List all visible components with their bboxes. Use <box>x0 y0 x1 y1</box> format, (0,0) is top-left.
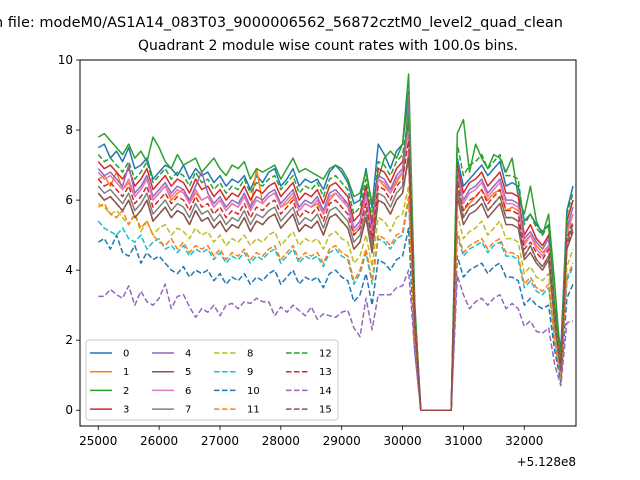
y-tick-label-10: 10 <box>58 53 73 67</box>
y-tick-label-8: 8 <box>65 123 73 137</box>
legend-label-4: 4 <box>185 349 191 360</box>
legend-label-14: 14 <box>319 386 332 397</box>
series-line-3 <box>97 122 574 411</box>
series-line-14 <box>98 269 574 411</box>
legend-label-2: 2 <box>123 386 129 397</box>
legend-label-8: 8 <box>247 349 253 360</box>
series-line-11 <box>97 195 574 411</box>
legend-label-5: 5 <box>185 367 191 378</box>
x-tick-label-28000: 28000 <box>262 434 300 448</box>
series-line-9 <box>97 199 574 411</box>
legend-label-0: 0 <box>123 349 129 360</box>
axes-frame <box>79 59 577 427</box>
x-axis: 25000 26000 27000 28000 29000 30000 31000 32000 <box>79 426 543 448</box>
legend-frame <box>85 339 339 421</box>
series-line-13 <box>97 139 574 411</box>
legend-label-10: 10 <box>247 386 260 397</box>
y-tick-label-6: 6 <box>65 193 73 207</box>
series-layer <box>97 73 574 411</box>
y-tick-label-4: 4 <box>65 263 73 277</box>
legend-label-6: 6 <box>185 386 191 397</box>
series-line-12 <box>97 115 574 411</box>
series-line-10 <box>97 227 574 411</box>
y-tick-label-0: 0 <box>65 403 73 417</box>
legend-label-13: 13 <box>319 367 332 378</box>
x-axis-offset-label: +5.128e8 <box>517 455 576 469</box>
legend-label-11: 11 <box>247 405 260 416</box>
legend-label-15: 15 <box>319 405 332 416</box>
legend-label-3: 3 <box>123 405 129 416</box>
series-line-8 <box>97 185 574 411</box>
series-line-2 <box>97 73 574 411</box>
series-line-4 <box>97 108 574 411</box>
series-line-6 <box>97 129 574 411</box>
plot-area <box>79 59 577 427</box>
x-tick-label-32000: 32000 <box>505 434 543 448</box>
figure-suptitle: n file: modeM0/AS1A14_083T03_9000006562_… <box>0 15 563 31</box>
legend-label-7: 7 <box>185 405 191 416</box>
x-tick-label-26000: 26000 <box>140 434 178 448</box>
x-tick-label-25000: 25000 <box>79 434 117 448</box>
y-tick-label-2: 2 <box>65 333 73 347</box>
legend-label-1: 1 <box>123 367 129 378</box>
x-tick-label-31000: 31000 <box>444 434 482 448</box>
x-tick-label-27000: 27000 <box>201 434 239 448</box>
y-axis: 0 2 4 6 8 10 <box>58 53 80 417</box>
series-line-15 <box>97 157 574 411</box>
chart-title: Quadrant 2 module wise count rates with … <box>138 38 518 54</box>
x-tick-label-30000: 30000 <box>383 434 421 448</box>
legend-label-12: 12 <box>319 349 332 360</box>
x-tick-label-29000: 29000 <box>323 434 361 448</box>
legend-label-9: 9 <box>247 367 253 378</box>
